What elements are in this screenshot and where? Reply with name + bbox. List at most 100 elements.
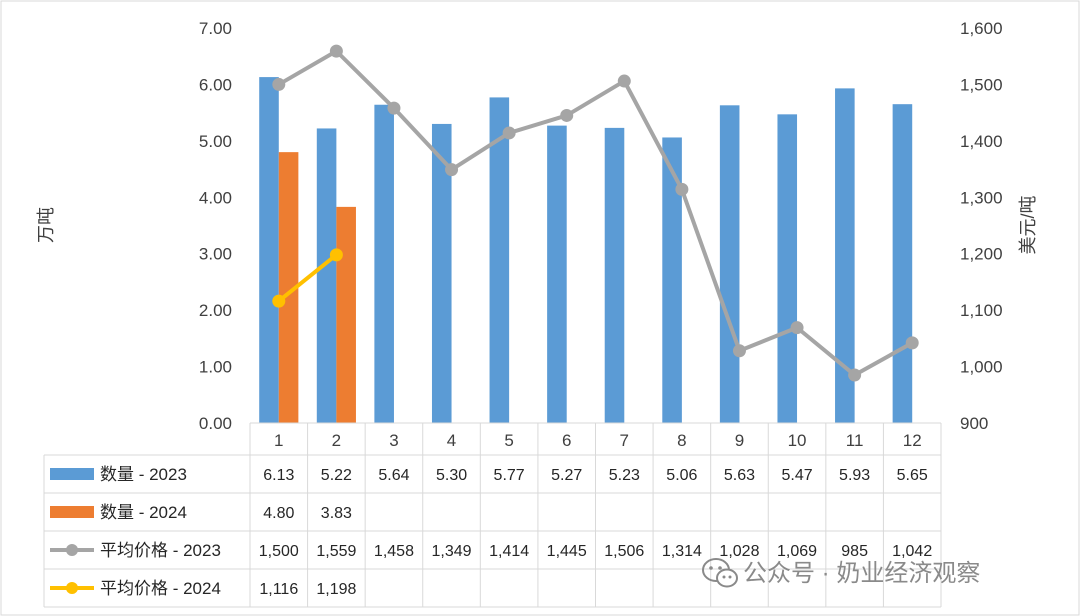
y2-tick-label: 1,300	[960, 188, 1003, 207]
data-point	[329, 44, 343, 58]
data-point	[790, 321, 804, 335]
y2-tick-label: 1,600	[960, 19, 1003, 38]
legend-label: 数量 - 2024	[100, 503, 187, 522]
data-point	[560, 108, 574, 122]
data-point	[387, 101, 401, 115]
data-cell: 1,458	[374, 543, 414, 560]
data-cell: 1,198	[316, 581, 356, 598]
legend-swatch	[50, 506, 94, 518]
data-cell: 1,116	[259, 581, 298, 598]
watermark-text: 公众号 · 奶业经济观察	[743, 560, 980, 587]
data-cell: 5.30	[436, 467, 467, 484]
bar	[489, 97, 510, 424]
data-cell: 5.47	[781, 467, 812, 484]
y-tick-label: 0.00	[199, 414, 232, 433]
y-tick-label: 6.00	[199, 75, 232, 94]
bar	[777, 114, 798, 423]
y-tick-label: 7.00	[199, 19, 232, 38]
data-cell: 1,445	[547, 543, 587, 560]
data-cell: 5.22	[321, 467, 352, 484]
data-cell: 5.23	[609, 467, 640, 484]
watermark: 公众号 · 奶业经济观察	[702, 558, 980, 588]
data-cell: 5.65	[897, 467, 928, 484]
y2-tick-label: 900	[960, 414, 988, 433]
category-label: 2	[332, 431, 341, 450]
y2-tick-label: 1,400	[960, 132, 1003, 151]
bars	[259, 77, 913, 424]
category-label: 6	[562, 431, 571, 450]
category-label: 9	[735, 431, 744, 450]
bar	[259, 77, 279, 423]
category-label: 12	[903, 431, 922, 450]
category-label: 10	[788, 431, 807, 450]
data-point	[502, 126, 516, 140]
bar	[431, 123, 452, 423]
legend-marker	[66, 582, 78, 594]
bar	[719, 105, 740, 424]
y-tick-label: 2.00	[199, 301, 232, 320]
data-point	[272, 77, 286, 91]
data-point	[848, 368, 862, 382]
bar	[662, 137, 682, 423]
data-point	[329, 248, 343, 262]
legend-label: 数量 - 2023	[100, 465, 187, 484]
wechat-icon	[702, 558, 738, 588]
bar	[278, 152, 299, 423]
data-cell: 1,028	[719, 543, 759, 560]
data-cell: 5.64	[378, 467, 409, 484]
data-cell: 5.93	[839, 467, 870, 484]
data-cell: 6.13	[263, 467, 294, 484]
bar	[547, 125, 567, 423]
legend-label: 平均价格 - 2023	[100, 541, 221, 560]
series-line	[277, 49, 914, 378]
data-cell: 5.63	[724, 467, 755, 484]
y2-tick-label: 1,000	[960, 358, 1003, 377]
data-cell: 1,069	[777, 543, 817, 560]
series-line	[277, 253, 338, 303]
data-point	[675, 182, 689, 196]
data-cell: 985	[841, 543, 868, 560]
y2-tick-label: 1,200	[960, 245, 1003, 264]
data-cell: 1,414	[489, 543, 529, 560]
data-cell: 5.06	[666, 467, 697, 484]
data-point	[272, 294, 286, 308]
data-point	[617, 74, 631, 88]
category-label: 7	[620, 431, 629, 450]
category-label: 4	[447, 431, 456, 450]
data-cell: 1,559	[316, 543, 356, 560]
bar	[604, 127, 625, 423]
legend-swatch	[50, 468, 94, 480]
data-cell: 1,506	[604, 543, 644, 560]
data-cell: 1,314	[662, 543, 702, 560]
category-label: 1	[274, 431, 283, 450]
data-point	[445, 163, 459, 177]
legend-marker	[66, 544, 78, 556]
category-label: 3	[389, 431, 398, 450]
data-cell: 1,500	[259, 543, 299, 560]
data-cell: 5.77	[494, 467, 525, 484]
y-tick-label: 3.00	[199, 245, 232, 264]
data-cell: 3.83	[321, 505, 352, 522]
category-label: 5	[504, 431, 513, 450]
y2-axis-label: 美元/吨	[1018, 195, 1038, 254]
lines	[272, 44, 919, 382]
data-cell: 5.27	[551, 467, 582, 484]
bar	[316, 128, 337, 423]
data-point	[732, 344, 746, 358]
data-cell: 1,349	[432, 543, 472, 560]
bar	[336, 206, 356, 423]
data-cell: 1,042	[892, 543, 932, 560]
data-point	[905, 336, 919, 350]
y-axis-label: 万吨	[36, 207, 56, 243]
y-tick-label: 4.00	[199, 188, 232, 207]
data-cell: 4.80	[263, 505, 294, 522]
y-tick-label: 1.00	[199, 358, 232, 377]
y-tick-label: 5.00	[199, 132, 232, 151]
bar	[892, 104, 913, 423]
y2-tick-label: 1,500	[960, 75, 1003, 94]
axes: 0.00 1.00 2.00 3.00 4.00 5.00 6.00 7.00 900 1,000…	[199, 19, 1003, 433]
